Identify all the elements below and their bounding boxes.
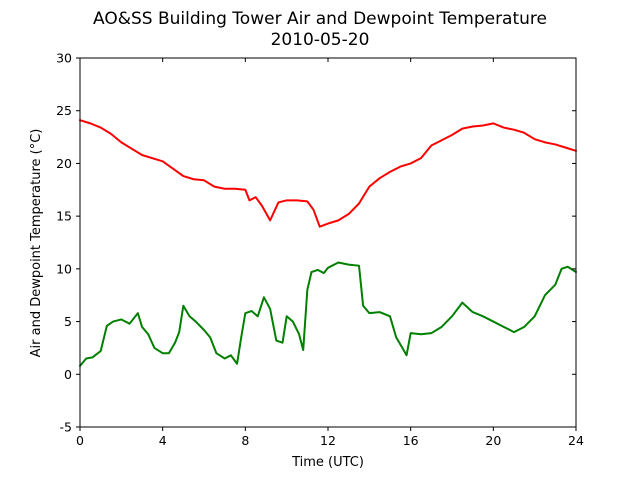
y-axis: -5 0 5 10 15 20 25 30 — [56, 51, 576, 435]
chart-title: AO&SS Building Tower Air and Dewpoint Te… — [93, 9, 547, 29]
plot-area — [79, 119, 577, 367]
y-tick-label: 25 — [56, 103, 72, 118]
x-tick-label: 20 — [485, 433, 501, 448]
chart-subtitle: 2010-05-20 — [271, 30, 370, 50]
x-axis-label: Time (UTC) — [291, 455, 364, 470]
x-tick-label: 12 — [320, 433, 336, 448]
y-tick-label: -5 — [60, 420, 72, 435]
x-tick-label: 24 — [568, 433, 584, 448]
x-tick-label: 0 — [76, 433, 84, 448]
y-axis-label: Air and Dewpoint Temperature (°C) — [29, 129, 44, 358]
y-tick-label: 15 — [56, 209, 72, 224]
x-tick-label: 16 — [403, 433, 419, 448]
y-tick-label: 20 — [56, 156, 72, 171]
x-axis: 0 4 8 12 16 20 24 — [76, 58, 584, 448]
x-tick-label: 4 — [159, 433, 167, 448]
axes-frame — [79, 57, 577, 428]
y-tick-label: 5 — [64, 314, 72, 329]
dewpoint-temperature-line — [79, 261, 577, 367]
x-tick-label: 8 — [241, 433, 249, 448]
y-tick-label: 30 — [56, 51, 72, 66]
y-tick-label: 0 — [64, 367, 72, 382]
y-tick-label: 10 — [56, 261, 72, 276]
air-temperature-line — [79, 119, 577, 228]
